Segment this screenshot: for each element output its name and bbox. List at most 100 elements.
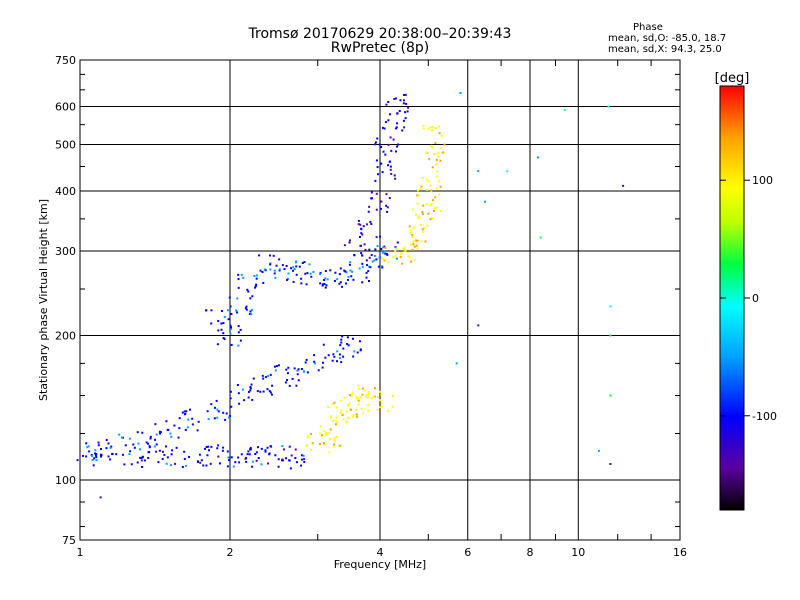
x-axis-label: Frequency [MHz] [334, 558, 426, 571]
data-point [329, 428, 332, 431]
data-point [398, 109, 401, 112]
data-point [361, 393, 364, 396]
data-point [384, 252, 387, 255]
data-point [296, 373, 299, 376]
data-point [184, 413, 187, 416]
data-point [395, 247, 398, 250]
data-point [258, 254, 261, 257]
data-point [355, 397, 358, 400]
data-point [439, 159, 442, 162]
data-point [340, 341, 343, 344]
data-point [328, 438, 331, 441]
data-point [85, 455, 88, 458]
data-point [355, 413, 358, 416]
data-point [216, 447, 219, 450]
data-point [347, 404, 350, 407]
data-point [292, 269, 295, 272]
data-point [404, 117, 407, 120]
data-point [389, 160, 392, 163]
data-point [365, 276, 368, 279]
data-point [229, 305, 232, 308]
data-point [120, 436, 123, 439]
data-point [107, 442, 110, 445]
data-point [415, 239, 418, 242]
data-point [326, 278, 329, 281]
data-point [303, 261, 306, 264]
data-point [305, 358, 308, 361]
data-point [412, 241, 415, 244]
data-point [404, 93, 407, 96]
data-point [335, 406, 338, 409]
data-point [88, 450, 91, 453]
data-point [331, 402, 334, 405]
data-point [95, 456, 98, 459]
data-point [373, 143, 376, 146]
data-point [309, 272, 312, 275]
data-point [358, 340, 361, 343]
data-point [327, 432, 330, 435]
data-point [334, 423, 337, 426]
data-point [300, 458, 303, 461]
data-point [161, 450, 164, 453]
data-point [368, 256, 371, 259]
data-point [358, 267, 361, 270]
data-point [284, 381, 287, 384]
data-point [343, 396, 346, 399]
data-point [241, 388, 244, 391]
data-point [506, 170, 509, 173]
data-point [376, 173, 379, 176]
data-point [300, 454, 303, 457]
data-point [277, 458, 280, 461]
data-point [332, 419, 335, 422]
data-point [387, 143, 390, 146]
data-point [360, 228, 363, 231]
data-point [386, 206, 389, 209]
data-point [364, 395, 367, 398]
data-point [351, 270, 354, 273]
data-point [229, 332, 232, 335]
data-point [439, 147, 442, 150]
data-point [260, 447, 263, 450]
data-point [251, 465, 254, 468]
data-point [342, 418, 345, 421]
data-point [287, 366, 290, 369]
data-point [359, 235, 362, 238]
data-point [268, 453, 271, 456]
data-point [304, 272, 307, 275]
data-point [220, 322, 223, 325]
data-point [431, 146, 434, 149]
data-point [370, 191, 373, 194]
data-point [228, 414, 231, 417]
data-point [273, 269, 276, 272]
data-point [130, 463, 133, 466]
data-point [109, 446, 112, 449]
data-point [392, 138, 395, 141]
data-point [184, 428, 187, 431]
data-point [387, 164, 390, 167]
data-point [394, 255, 397, 258]
data-point [389, 168, 392, 171]
data-point [394, 127, 397, 130]
data-point [310, 448, 313, 451]
data-point [429, 126, 432, 129]
data-point [141, 455, 144, 458]
data-point [237, 325, 240, 328]
data-point [220, 328, 223, 331]
data-point [414, 213, 417, 216]
data-point [356, 415, 359, 418]
data-point [402, 247, 405, 250]
data-point [261, 271, 264, 274]
data-point [196, 429, 199, 432]
data-point [422, 231, 425, 234]
data-point [203, 447, 206, 450]
data-point [300, 464, 303, 467]
data-point [229, 324, 232, 327]
data-point [157, 461, 160, 464]
data-point [314, 362, 317, 365]
data-point [371, 260, 374, 263]
data-point [243, 399, 246, 402]
data-point [254, 285, 257, 288]
data-point [217, 444, 220, 447]
data-point [346, 342, 349, 345]
data-point [246, 453, 249, 456]
